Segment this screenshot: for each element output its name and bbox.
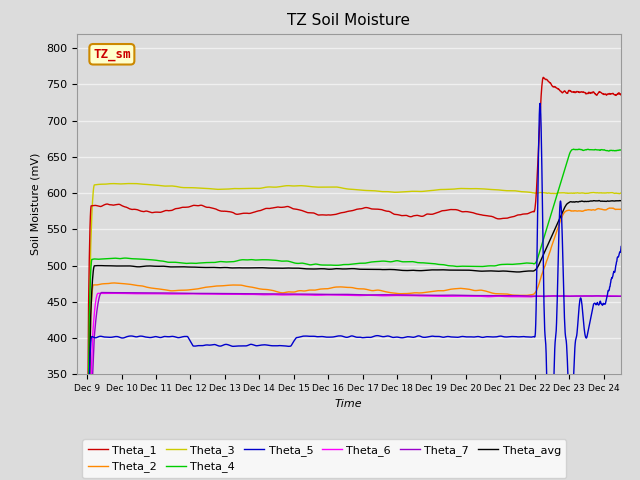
Theta_3 (338, 185, 346, 191)
Theta_1 (573, 89, 581, 95)
Line: Theta_1: Theta_1 (87, 77, 638, 480)
Theta_avg (621, 197, 629, 203)
Line: Theta_5: Theta_5 (87, 103, 638, 480)
Theta_5 (627, 207, 635, 213)
Theta_6 (634, 448, 640, 454)
Theta_6 (107, 290, 115, 296)
Theta_7 (634, 451, 640, 456)
Theta_2 (348, 285, 356, 290)
Theta_avg (492, 268, 500, 274)
Theta_3 (634, 385, 640, 391)
Line: Theta_3: Theta_3 (87, 183, 638, 468)
Theta_6 (573, 293, 581, 299)
Theta_7 (170, 290, 177, 296)
Theta_5 (634, 332, 640, 338)
Theta_4 (627, 148, 635, 154)
Theta_3 (170, 183, 177, 189)
Theta_6 (338, 292, 346, 298)
Theta_6 (170, 291, 177, 297)
Theta_2 (338, 284, 346, 290)
Theta_2 (624, 204, 632, 210)
Line: Theta_6: Theta_6 (87, 293, 638, 480)
Theta_1 (170, 207, 177, 213)
Theta_3 (128, 180, 136, 186)
Title: TZ Soil Moisture: TZ Soil Moisture (287, 13, 410, 28)
Line: Theta_4: Theta_4 (87, 149, 638, 480)
Y-axis label: Soil Moisture (mV): Soil Moisture (mV) (30, 153, 40, 255)
Theta_7 (349, 292, 356, 298)
Theta_1 (492, 216, 500, 221)
Theta_7 (338, 291, 346, 297)
Theta_7 (627, 293, 635, 299)
Text: TZ_sm: TZ_sm (93, 48, 131, 61)
Line: Theta_7: Theta_7 (87, 292, 638, 480)
Theta_avg (573, 199, 581, 204)
Theta_3 (83, 465, 91, 470)
Theta_7 (493, 293, 500, 299)
Theta_6 (627, 293, 635, 299)
Theta_5 (348, 333, 356, 339)
Theta_7 (573, 293, 581, 299)
Theta_avg (338, 266, 346, 272)
Theta_2 (573, 208, 581, 214)
Theta_4 (338, 262, 346, 268)
Theta_6 (493, 293, 500, 299)
Theta_6 (349, 293, 356, 299)
Legend: Theta_1, Theta_2, Theta_3, Theta_4, Theta_5, Theta_6, Theta_7, Theta_avg: Theta_1, Theta_2, Theta_3, Theta_4, Thet… (83, 439, 566, 478)
Theta_4 (573, 146, 581, 152)
Theta_5 (536, 100, 544, 106)
Theta_4 (634, 348, 640, 353)
Theta_3 (349, 186, 356, 192)
Theta_2 (170, 288, 177, 294)
Theta_2 (627, 205, 635, 211)
Theta_3 (493, 187, 500, 192)
Theta_avg (634, 390, 640, 396)
Theta_avg (348, 266, 356, 272)
Theta_2 (492, 291, 500, 297)
Theta_1 (338, 210, 346, 216)
Theta_4 (492, 263, 500, 268)
X-axis label: Time: Time (335, 399, 363, 408)
Line: Theta_2: Theta_2 (87, 207, 638, 480)
Theta_1 (540, 74, 547, 80)
Theta_1 (634, 292, 640, 298)
Theta_avg (170, 264, 177, 270)
Theta_7 (98, 289, 106, 295)
Theta_5 (338, 333, 346, 339)
Theta_5 (170, 334, 177, 339)
Theta_1 (348, 208, 356, 214)
Theta_4 (348, 261, 356, 267)
Theta_5 (573, 326, 581, 332)
Theta_avg (627, 198, 635, 204)
Theta_4 (570, 146, 578, 152)
Theta_3 (573, 190, 581, 196)
Theta_4 (170, 259, 177, 265)
Theta_2 (634, 394, 640, 400)
Theta_1 (627, 92, 635, 97)
Line: Theta_avg: Theta_avg (87, 200, 638, 480)
Theta_3 (627, 190, 635, 196)
Theta_5 (492, 334, 500, 340)
